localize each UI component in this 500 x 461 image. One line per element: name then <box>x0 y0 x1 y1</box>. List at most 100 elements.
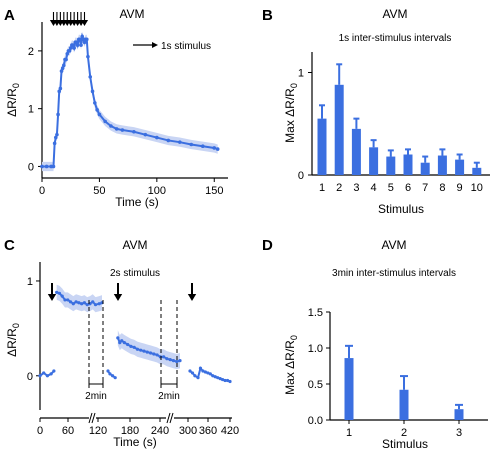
panel-c-axis-break <box>166 412 171 424</box>
panel-c-data-point <box>113 376 117 380</box>
panel-d-bar <box>454 409 464 420</box>
panel-c-data-point <box>225 378 230 383</box>
panel-c-data-point <box>162 355 166 359</box>
panel-b-x-tick-label: 9 <box>457 182 463 194</box>
panel-b-y-tick-label: 0 <box>298 170 304 182</box>
panel-a-data-point <box>58 86 63 91</box>
panel-a-data-point <box>97 112 102 117</box>
panel-c-x-tick-label: 0 <box>37 425 43 437</box>
panel-a-data-point <box>93 101 97 105</box>
panel-c-data-point <box>196 376 200 380</box>
panel-a-data-point <box>166 138 171 143</box>
panel-b-y-label: Max ΔR/R0 <box>283 83 299 143</box>
panel-a-data-point <box>53 135 58 140</box>
panel-a-data-point <box>103 119 107 124</box>
panel-a-data-point <box>65 51 70 56</box>
panel-a-stimulus-arrow-head <box>80 20 89 26</box>
panel-c-data-point <box>145 350 149 354</box>
panel-a-data-point <box>72 46 76 50</box>
panel-c-axis-break <box>169 412 174 424</box>
panel-c-x-tick-label: 240 <box>151 425 169 437</box>
panel-c-data-point <box>122 340 126 345</box>
panel-c-x-tick-label: 60 <box>62 425 74 437</box>
panel-c-data-point <box>148 351 153 355</box>
panel-d-bar <box>344 358 354 420</box>
panel-c-data-point <box>38 374 42 378</box>
panel-a-data-point <box>88 75 93 79</box>
panel-c-data-point <box>165 357 169 361</box>
panel-c-data-point <box>188 369 192 373</box>
panel-c-data-point <box>216 376 220 380</box>
panel-c-data-point <box>52 369 56 373</box>
panel-c-data-point <box>60 294 64 298</box>
panel-c-data-point <box>201 369 205 373</box>
panel-c-data-point <box>178 359 182 363</box>
panel-c-stimulus-arrow-head <box>187 294 197 301</box>
panel-a-data-point <box>59 69 64 73</box>
panel-a-x-tick-label: 50 <box>93 185 105 197</box>
panel-d-x-tick-label: 1 <box>346 427 352 439</box>
panel-a-data-point <box>132 129 136 134</box>
panel-b-x-tick-label: 3 <box>353 182 359 194</box>
panel-c-data-point <box>203 370 207 374</box>
panel-c-data-point <box>198 366 203 370</box>
panel-c-x-tick-label: 420 <box>221 425 239 437</box>
panel-c-baseline-line <box>107 370 116 379</box>
panel-c-gap-label: 2min <box>85 391 107 402</box>
panel-c-data-point <box>63 298 67 302</box>
panel-b-title: AVM <box>382 7 407 21</box>
panel-a-data-point <box>71 43 75 47</box>
panel-d-y-tick-label: 1.5 <box>308 307 323 319</box>
panel-c-axis-break <box>88 412 93 424</box>
panel-c-data-point <box>129 344 133 348</box>
panel-b-x-label: Stimulus <box>378 202 424 216</box>
panel-c-data-point <box>221 377 225 382</box>
panel-c-data-point <box>139 348 143 352</box>
panel-a-data-point <box>44 164 49 169</box>
panel-a-x-label: Time (s) <box>115 195 159 209</box>
panel-c-y-tick-label: 0 <box>27 371 33 383</box>
panel-c-data-point <box>135 347 140 351</box>
panel-c-sem-band <box>56 284 102 313</box>
panel-a-data-point <box>212 146 217 150</box>
panel-a-y-tick-label: 1 <box>28 104 34 116</box>
panel-a-data-point <box>80 34 84 39</box>
panel-c-title: AVM <box>122 238 147 252</box>
panel-a-data-point <box>60 66 65 71</box>
legend-stimulus-label: 1s stimulus <box>161 41 211 52</box>
panel-a-data-point <box>67 49 72 53</box>
panel-c-y-tick-label: 1 <box>27 276 33 288</box>
panel-a-data-point <box>74 40 79 45</box>
panel-b-x-tick-label: 6 <box>405 182 411 194</box>
panel-b-x-tick-label: 10 <box>471 182 483 194</box>
panel-c-data-point <box>155 353 159 357</box>
panel-c-data-point <box>97 302 101 306</box>
panel-c-data-point <box>193 374 197 378</box>
panel-a-y-label: ΔR/R0 <box>5 83 21 117</box>
panel-d-title: AVM <box>381 238 406 252</box>
panel-letter-a: A <box>4 7 15 24</box>
panel-b-x-tick-label: 2 <box>336 182 342 194</box>
panel-a-data-point <box>51 164 56 169</box>
panel-a-x-tick-label: 0 <box>39 185 45 197</box>
panel-c-gap-label: 2min <box>158 391 180 402</box>
panel-c: C AVM 2s stimulus 0 60 120 180 240 300 360 420 … <box>4 237 239 449</box>
panel-d-y-tick-label: 0.5 <box>308 379 323 391</box>
panel-d-y-tick-label: 0.0 <box>308 415 323 427</box>
panel-c-data-point <box>108 372 112 376</box>
panel-c-data-point <box>211 374 215 378</box>
panel-a-data-point <box>109 124 113 128</box>
panel-c-x-tick-label: 300 <box>179 425 197 437</box>
panel-a-data-point <box>75 43 80 47</box>
panel-a-data-point <box>189 142 194 147</box>
panel-a-data-point <box>52 141 57 146</box>
panel-b-bar <box>455 159 465 175</box>
panel-a-data-point <box>120 128 125 132</box>
panel-c-data-point <box>82 301 87 305</box>
panel-d-x-tick-label: 2 <box>401 427 407 439</box>
panel-b-x-tick-label: 5 <box>388 182 394 194</box>
panel-d-subtitle: 3min inter-stimulus intervals <box>332 268 456 279</box>
panel-letter-b: B <box>262 7 273 24</box>
